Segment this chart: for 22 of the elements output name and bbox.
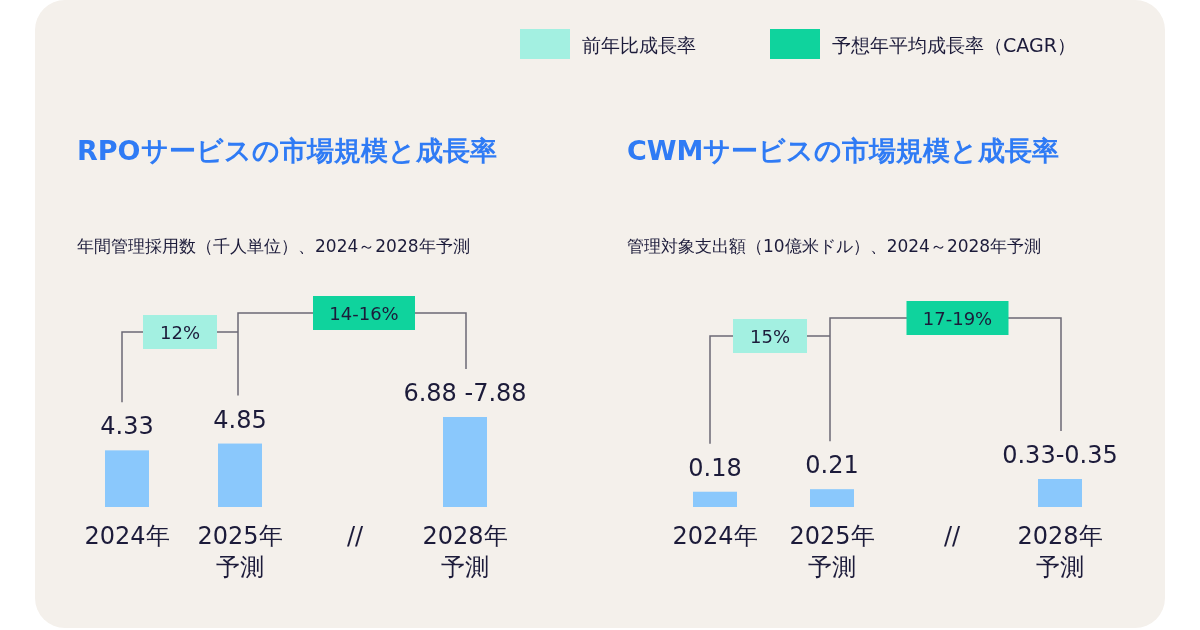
data-label: 0.33-0.35 — [1002, 441, 1118, 469]
bracket-yoy: 12% — [121, 315, 239, 404]
x-tick-label: 2024年 — [84, 522, 170, 550]
chart-subtitle: 年間管理採用数（千人単位）、2024～2028年予測 — [77, 236, 470, 256]
x-tick-label: 2025年予測 — [197, 522, 283, 581]
data-label: 4.33 — [100, 412, 154, 441]
chart-subtitle: 管理対象支出額（10億米ドル）、2024～2028年予測 — [627, 236, 1042, 256]
bracket-cagr: 17-19% — [829, 301, 1062, 442]
data-label: 0.18 — [688, 453, 742, 482]
text: // — [943, 522, 961, 550]
x-tick-label: 2028年予測 — [1017, 522, 1103, 581]
legend: 前年比成長率 予想年平均成長率（CAGR） — [520, 29, 1076, 59]
bracket-yoy: 15% — [709, 319, 831, 445]
text: // — [346, 522, 364, 550]
x-tick-label: 2024年 — [672, 522, 758, 550]
chart-title: RPOサービスの市場規模と成長率 — [77, 135, 497, 166]
chart-title: CWMサービスの市場規模と成長率 — [627, 135, 1060, 166]
x-tick-label: 2025年予測 — [789, 522, 875, 581]
x-tick-label: 2028年予測 — [422, 522, 508, 581]
data-label: 0.21 — [805, 451, 859, 480]
data-label: 6.88 -7.88 — [403, 379, 527, 407]
data-label: 4.85 — [213, 405, 267, 434]
